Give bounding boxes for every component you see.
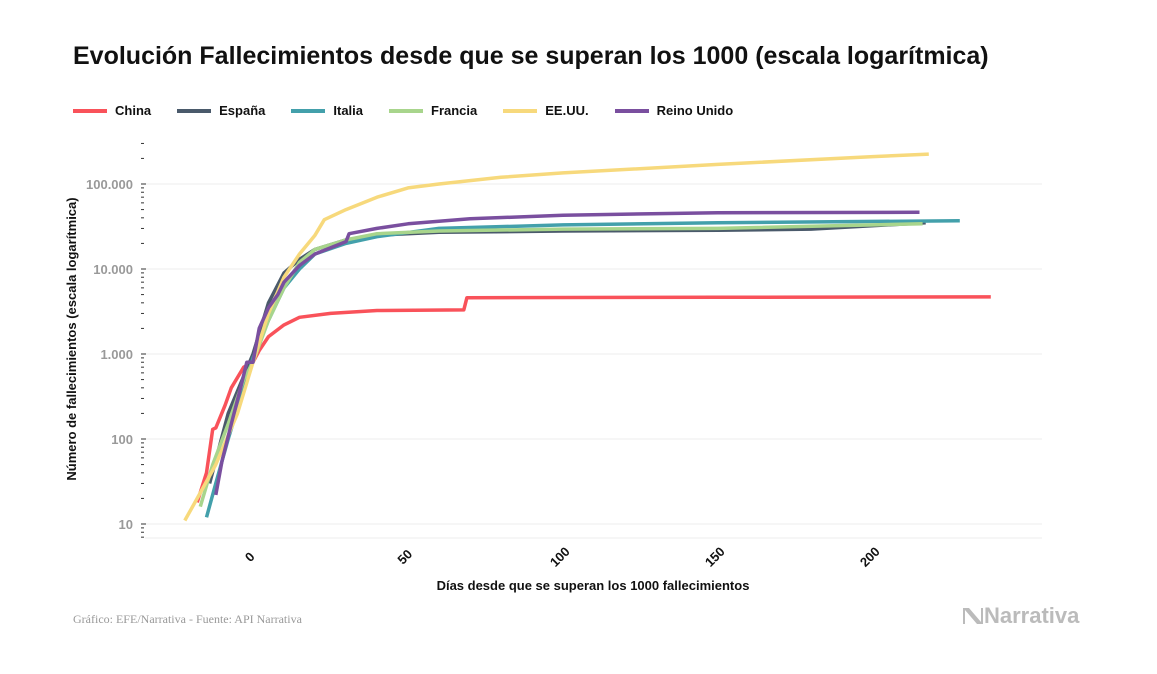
x-tick-label: 150: [702, 544, 728, 570]
series-line-italia: [204, 218, 960, 518]
legend-item: EE.UU.: [503, 103, 589, 118]
y-tick-label: 10: [119, 517, 133, 532]
y-tick-label: 10.000: [93, 262, 133, 277]
legend-label: España: [219, 103, 266, 118]
legend: China España Italia Francia EE.UU. Reino Unid…: [73, 103, 759, 118]
logo-text: Narrativa: [984, 603, 1080, 628]
legend-label: Francia: [431, 103, 478, 118]
series-line-ee-uu-: [183, 152, 929, 522]
legend-swatch: [73, 108, 107, 113]
series-line-francia: [198, 222, 923, 508]
x-tick-label: 100: [547, 544, 573, 570]
narrativa-logo: Narrativa: [962, 603, 1079, 629]
chart-title: Evolución Fallecimientos desde que se su…: [73, 42, 989, 70]
legend-item: Italia: [291, 103, 363, 118]
y-tick-label: 100: [111, 432, 133, 447]
series-line-espa-a: [207, 221, 926, 484]
narrativa-logo-icon: [963, 608, 983, 624]
legend-label: China: [115, 103, 152, 118]
x-tick-label: 50: [394, 546, 415, 567]
x-tick-label: 200: [857, 544, 883, 570]
x-axis-label: Días desde que se superan los 1000 falle…: [437, 578, 750, 593]
legend-label: Reino Unido: [656, 103, 734, 118]
legend-item: España: [177, 103, 265, 118]
series-line-china: [195, 295, 991, 503]
y-axis-label: Número de fallecimientos (escala logarít…: [64, 197, 79, 480]
series-line-reino-unido: [214, 210, 920, 496]
legend-label: Italia: [333, 103, 363, 118]
legend-swatch: [389, 108, 423, 113]
legend-swatch: [614, 108, 649, 113]
x-tick-label: 0: [242, 549, 258, 565]
legend-item: Reino Unido: [614, 103, 734, 118]
y-tick-label: 1.000: [100, 347, 133, 362]
legend-label: EE.UU.: [545, 103, 589, 118]
legend-swatch: [503, 108, 538, 113]
legend-swatch: [177, 108, 212, 113]
footer-credit: Gráfico: EFE/Narrativa - Fuente: API Nar…: [73, 612, 302, 626]
legend-item: China: [73, 103, 151, 118]
y-tick-label: 100.000: [86, 177, 133, 192]
legend-item: Francia: [389, 103, 477, 118]
legend-swatch: [291, 108, 326, 113]
